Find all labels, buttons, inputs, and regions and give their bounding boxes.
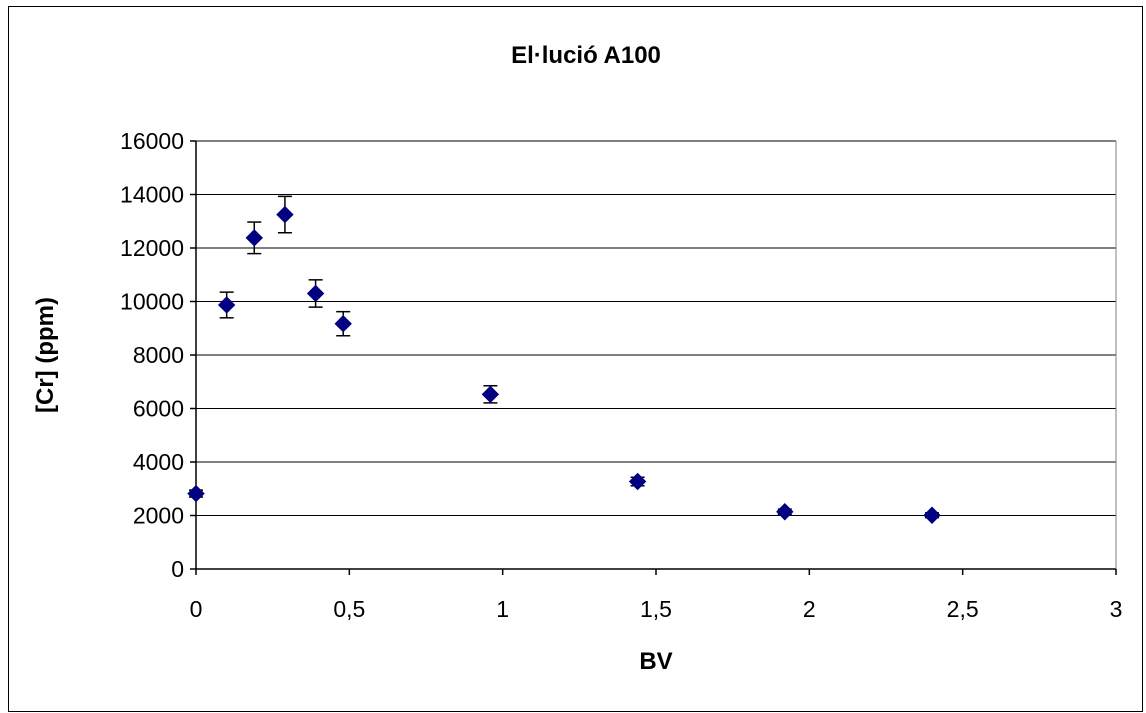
y-tick-label: 12000 xyxy=(120,235,184,261)
plot-area: 0 2000 4000 6000 8000 10000 12000 14000 16000 0 0,… xyxy=(120,128,1122,622)
diamond-marker xyxy=(776,503,794,521)
diamond-marker xyxy=(187,484,205,503)
data-point-1 xyxy=(217,291,236,319)
data-point-5 xyxy=(334,310,352,337)
x-tick-label: 1 xyxy=(496,596,509,622)
data-point-7 xyxy=(628,472,647,491)
data-point-8 xyxy=(776,503,794,521)
y-tick-label: 8000 xyxy=(133,342,184,368)
chart-title: El·lució A100 xyxy=(511,42,661,69)
data-point-9 xyxy=(923,506,941,524)
diamond-marker xyxy=(628,472,647,491)
x-tick-label: 2 xyxy=(803,596,816,622)
y-tick-label: 10000 xyxy=(120,289,184,315)
diamond-marker xyxy=(334,314,352,333)
y-tick-label: 4000 xyxy=(133,449,184,475)
y-axis-title: [Cr] (ppm) xyxy=(32,297,59,413)
diamond-marker xyxy=(276,205,294,224)
diamond-marker xyxy=(245,229,263,247)
x-tick-label: 0 xyxy=(190,596,203,622)
y-tick-label: 14000 xyxy=(120,182,184,208)
chart-svg: El·lució A100 02000400060008000100001200… xyxy=(32,42,1122,675)
x-tick-label: 3 xyxy=(1110,596,1123,622)
data-point-3 xyxy=(276,195,294,234)
data-point-2 xyxy=(245,221,263,255)
y-tick-label: 6000 xyxy=(133,396,184,422)
diamond-marker xyxy=(217,296,236,314)
y-tick-label: 16000 xyxy=(120,128,184,154)
diamond-marker xyxy=(481,385,500,404)
y-tick-label: 2000 xyxy=(133,503,184,529)
x-tick-label: 2,5 xyxy=(947,596,979,622)
x-tick-label: 1,5 xyxy=(640,596,672,622)
chart-area: El·lució A100 0 2000 4000 6000 8000 10000 1200… xyxy=(8,6,1143,712)
data-point-4 xyxy=(306,279,325,308)
x-axis-title: BV xyxy=(639,648,672,675)
data-point-6 xyxy=(481,385,500,404)
y-tick-label: 0 xyxy=(171,556,184,582)
data-point-0 xyxy=(187,484,205,503)
x-tick-label: 0,5 xyxy=(333,596,365,622)
diamond-marker xyxy=(306,284,325,303)
diamond-marker xyxy=(923,506,941,524)
